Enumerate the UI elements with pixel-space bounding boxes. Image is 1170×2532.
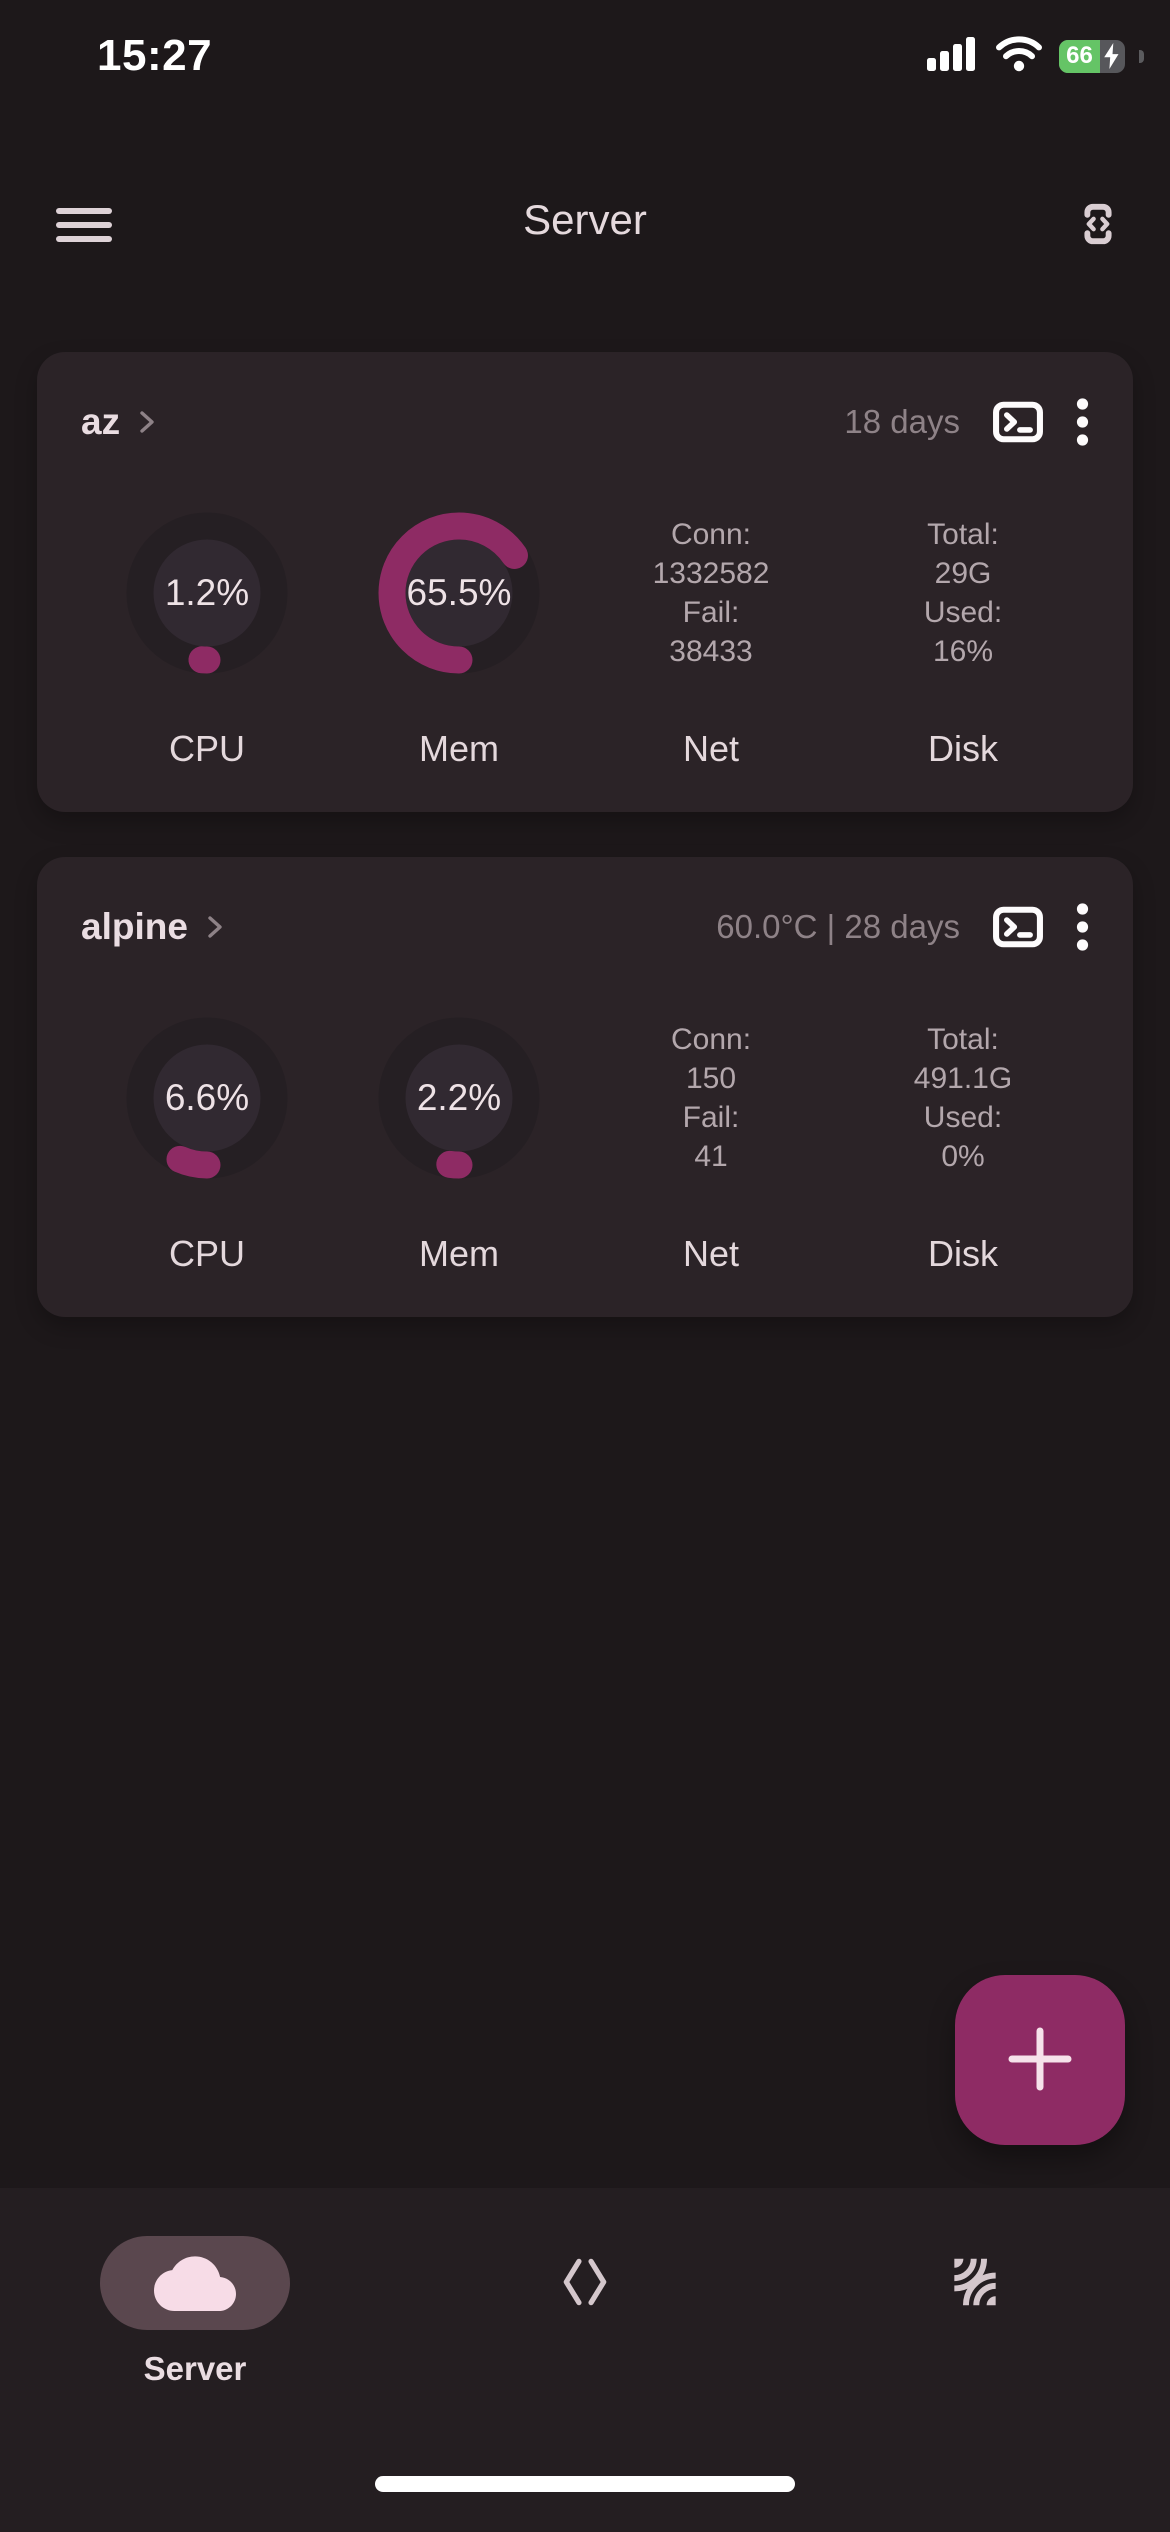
terminal-icon[interactable] [990, 394, 1046, 450]
net-stats: Conn: 1332582 Fail: 38433 [652, 518, 770, 668]
server-name: alpine [81, 906, 188, 947]
tab-server[interactable]: Server [0, 2188, 390, 2532]
mem-value: 65.5% [406, 572, 512, 613]
menu-icon[interactable] [56, 208, 112, 245]
developer-mode-icon[interactable] [1076, 192, 1120, 259]
net-label: Net [682, 728, 740, 769]
ripple-arcs-icon [944, 2251, 1006, 2316]
wifi-icon [993, 35, 1045, 78]
net-column: Conn: 1332582 Fail: 38433 Net [585, 498, 837, 770]
terminal-icon[interactable] [990, 899, 1046, 955]
server-card-header[interactable]: az 18 days [81, 396, 1089, 448]
chevron-right-icon [136, 406, 158, 443]
mem-gauge: 65.5% [364, 498, 554, 688]
server-card-header[interactable]: alpine 60.0°C | 28 days [81, 901, 1089, 953]
add-server-button[interactable] [955, 1975, 1125, 2145]
server-meta: 18 days [844, 403, 960, 440]
mem-label: Mem [419, 728, 499, 769]
cpu-label: CPU [168, 1233, 245, 1274]
tab-server-label: Server [143, 2350, 247, 2387]
disk-label: Disk [928, 728, 998, 769]
cpu-label: CPU [168, 728, 245, 769]
server-stats-row: 6.6% CPU 2.2% Mem [81, 1003, 1089, 1275]
cloud-icon [154, 2252, 236, 2315]
server-card: alpine 60.0°C | 28 days [37, 857, 1133, 1317]
home-indicator[interactable] [375, 2476, 795, 2492]
signal-icon [927, 36, 979, 77]
mem-label: Mem [419, 1233, 499, 1274]
mem-value: 2.2% [416, 1077, 502, 1118]
battery-percent: 66 [1066, 42, 1093, 69]
battery-charging-icon: 66 [1059, 39, 1125, 73]
cpu-value: 1.2% [164, 572, 250, 613]
cpu-gauge: 1.2% [112, 498, 302, 688]
server-card: az 18 days [37, 352, 1133, 812]
disk-column: Total: 29G Used: 16% Disk [837, 498, 1089, 770]
chevron-right-icon [204, 911, 226, 948]
cpu-value: 6.6% [164, 1077, 250, 1118]
mem-column: 65.5% Mem [333, 498, 585, 770]
tab-ping[interactable] [780, 2188, 1170, 2532]
server-name: az [81, 401, 121, 442]
app-bar: Server [0, 188, 1170, 262]
server-meta: 60.0°C | 28 days [716, 908, 960, 945]
disk-column: Total: 491.1G Used: 0% Disk [837, 1003, 1089, 1275]
status-time: 15:27 [97, 31, 213, 80]
code-icon [552, 2249, 618, 2318]
bottom-nav: Server [0, 2188, 1170, 2532]
battery-nub [1139, 49, 1144, 63]
status-icons: 66 [927, 35, 1144, 78]
plus-icon [1007, 2026, 1073, 2095]
cpu-gauge: 6.6% [112, 1003, 302, 1193]
server-stats-row: 1.2% CPU 65.5% Mem [81, 498, 1089, 770]
disk-stats: Total: 29G Used: 16% [923, 518, 1003, 668]
net-stats: Conn: 150 Fail: 41 [670, 1023, 752, 1173]
tab-snippets[interactable] [390, 2188, 780, 2532]
disk-stats: Total: 491.1G Used: 0% [913, 1023, 1013, 1173]
cpu-column: 6.6% CPU [81, 1003, 333, 1275]
more-vert-icon[interactable] [1076, 394, 1089, 450]
cpu-column: 1.2% CPU [81, 498, 333, 770]
mem-column: 2.2% Mem [333, 1003, 585, 1275]
status-bar: 15:27 66 [0, 24, 1170, 88]
mem-gauge: 2.2% [364, 1003, 554, 1193]
page-title: Server [523, 196, 647, 243]
net-column: Conn: 150 Fail: 41 Net [585, 1003, 837, 1275]
net-label: Net [682, 1233, 740, 1274]
disk-label: Disk [928, 1233, 998, 1274]
more-vert-icon[interactable] [1076, 899, 1089, 955]
